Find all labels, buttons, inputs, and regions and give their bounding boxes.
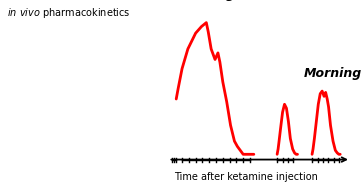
Text: Evening: Evening (180, 0, 236, 2)
Text: $\it{in\ vivo}$ pharmacokinetics: $\it{in\ vivo}$ pharmacokinetics (7, 6, 130, 20)
Text: Morning: Morning (304, 67, 362, 80)
Text: Time after ketamine injection: Time after ketamine injection (174, 172, 317, 182)
